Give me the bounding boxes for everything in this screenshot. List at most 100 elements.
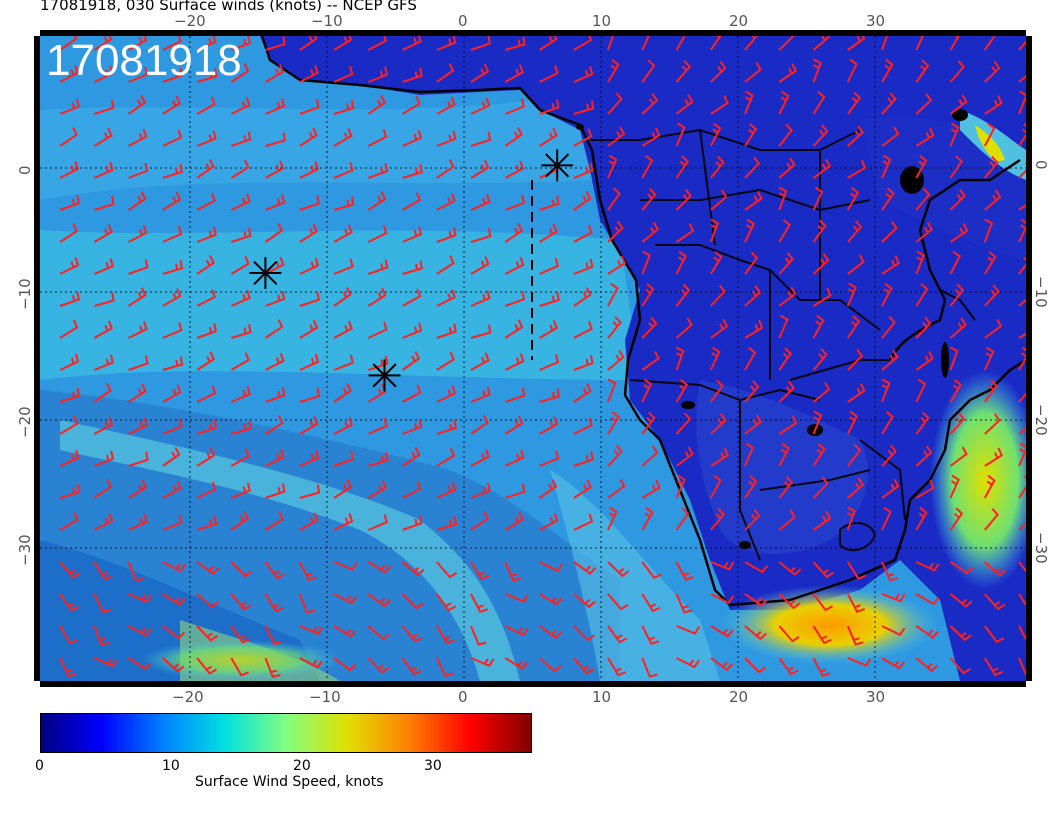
wind-barb bbox=[812, 510, 832, 531]
wind-barb bbox=[778, 123, 793, 147]
date-stamp: 17081918 bbox=[46, 36, 242, 85]
wind-barb bbox=[778, 415, 798, 435]
wind-barb bbox=[402, 260, 423, 275]
wind-barb bbox=[401, 657, 422, 676]
wind-barb bbox=[93, 561, 113, 581]
wind-barb bbox=[607, 154, 618, 179]
wind-barb bbox=[230, 97, 251, 115]
wind-barb bbox=[744, 625, 767, 641]
lat-left-tick-0: 0 bbox=[16, 165, 34, 175]
wind-barb bbox=[59, 291, 81, 307]
wind-barb bbox=[504, 657, 529, 670]
wind-barb bbox=[915, 411, 930, 435]
wind-barb bbox=[436, 192, 456, 211]
wind-barb bbox=[504, 194, 526, 211]
wind-barb bbox=[333, 479, 353, 499]
wind-barb bbox=[59, 36, 78, 51]
wind-barb bbox=[196, 226, 217, 243]
lon-bottom-tick-m20: −20 bbox=[172, 688, 204, 706]
wind-barb bbox=[299, 512, 319, 531]
wind-barb bbox=[812, 476, 829, 499]
wind-barb bbox=[607, 444, 623, 467]
wind-barb bbox=[915, 657, 939, 673]
wind-barb bbox=[196, 158, 215, 179]
wind-barb bbox=[675, 446, 694, 467]
wind-barb bbox=[573, 320, 593, 339]
wind-barb bbox=[846, 282, 857, 307]
wind-barb bbox=[915, 593, 940, 606]
wind-barb bbox=[778, 314, 789, 339]
wind-barb bbox=[1018, 251, 1026, 275]
wind-barb bbox=[675, 188, 692, 211]
wind-barb bbox=[744, 36, 759, 51]
wind-barb bbox=[333, 416, 354, 435]
wind-barb bbox=[93, 258, 114, 275]
wind-barb bbox=[984, 318, 1003, 339]
wind-barb bbox=[162, 480, 182, 499]
wind-barb bbox=[230, 657, 250, 677]
lon-bottom-tick-0: 0 bbox=[458, 688, 468, 706]
wind-barb bbox=[744, 442, 755, 467]
wind-barb bbox=[470, 511, 489, 531]
wind-barb bbox=[812, 410, 823, 435]
wind-barb bbox=[710, 657, 734, 672]
wind-barb bbox=[881, 221, 898, 243]
wind-barb bbox=[915, 154, 928, 179]
wind-barb bbox=[127, 191, 147, 211]
wind-barb bbox=[299, 36, 318, 51]
wind-barb bbox=[847, 477, 865, 499]
wind-barb bbox=[196, 323, 217, 339]
wind-barb bbox=[162, 593, 186, 606]
wind-barb bbox=[778, 625, 800, 643]
wind-barb bbox=[641, 506, 654, 531]
wind-barb bbox=[265, 36, 286, 51]
wind-barb bbox=[436, 289, 456, 307]
wind-barb bbox=[402, 36, 422, 51]
wind-barb bbox=[847, 36, 866, 51]
wind-barb bbox=[949, 250, 961, 275]
wind-barb bbox=[983, 346, 995, 371]
lon-bottom-tick-20: 20 bbox=[729, 688, 749, 706]
wind-barb bbox=[367, 95, 387, 115]
wind-barb bbox=[539, 99, 560, 115]
wind-barb bbox=[401, 192, 422, 211]
wind-barb bbox=[846, 410, 859, 435]
wind-barb bbox=[641, 59, 656, 83]
wind-barb bbox=[402, 480, 422, 499]
wind-barb bbox=[470, 482, 491, 499]
wind-barb bbox=[59, 64, 79, 83]
wind-barb bbox=[128, 625, 152, 637]
wind-barb bbox=[539, 416, 559, 435]
wind-barb bbox=[812, 36, 831, 51]
wind-barb bbox=[470, 352, 490, 371]
wind-barb bbox=[93, 512, 114, 531]
wind-barb bbox=[504, 223, 524, 243]
wind-barb bbox=[93, 224, 113, 243]
wind-barb bbox=[539, 388, 560, 403]
wind-barb bbox=[367, 259, 389, 275]
wind-barb bbox=[984, 625, 1005, 644]
wind-barb bbox=[744, 251, 759, 275]
wind-barb bbox=[93, 354, 114, 371]
wind-barb bbox=[881, 625, 906, 637]
wind-barb bbox=[470, 386, 491, 403]
wind-barb bbox=[299, 291, 320, 307]
wind-barb bbox=[984, 561, 1007, 577]
wind-barb bbox=[915, 625, 939, 639]
wind-barb bbox=[881, 657, 905, 670]
wind-barb bbox=[436, 62, 455, 83]
wind-barb bbox=[196, 447, 216, 467]
wind-barb bbox=[709, 251, 723, 275]
wind-barb bbox=[333, 593, 358, 605]
wind-barb bbox=[196, 385, 217, 403]
wind-barb bbox=[436, 36, 457, 51]
wind-barb bbox=[710, 413, 727, 435]
wind-barb bbox=[949, 283, 965, 307]
wind-barb bbox=[881, 315, 896, 339]
wind-barb bbox=[744, 414, 763, 435]
wind-barb bbox=[436, 159, 455, 179]
wind-barb bbox=[162, 288, 182, 307]
wind-barb bbox=[641, 250, 651, 275]
wind-barb bbox=[162, 95, 181, 115]
wind-barb bbox=[538, 127, 558, 147]
